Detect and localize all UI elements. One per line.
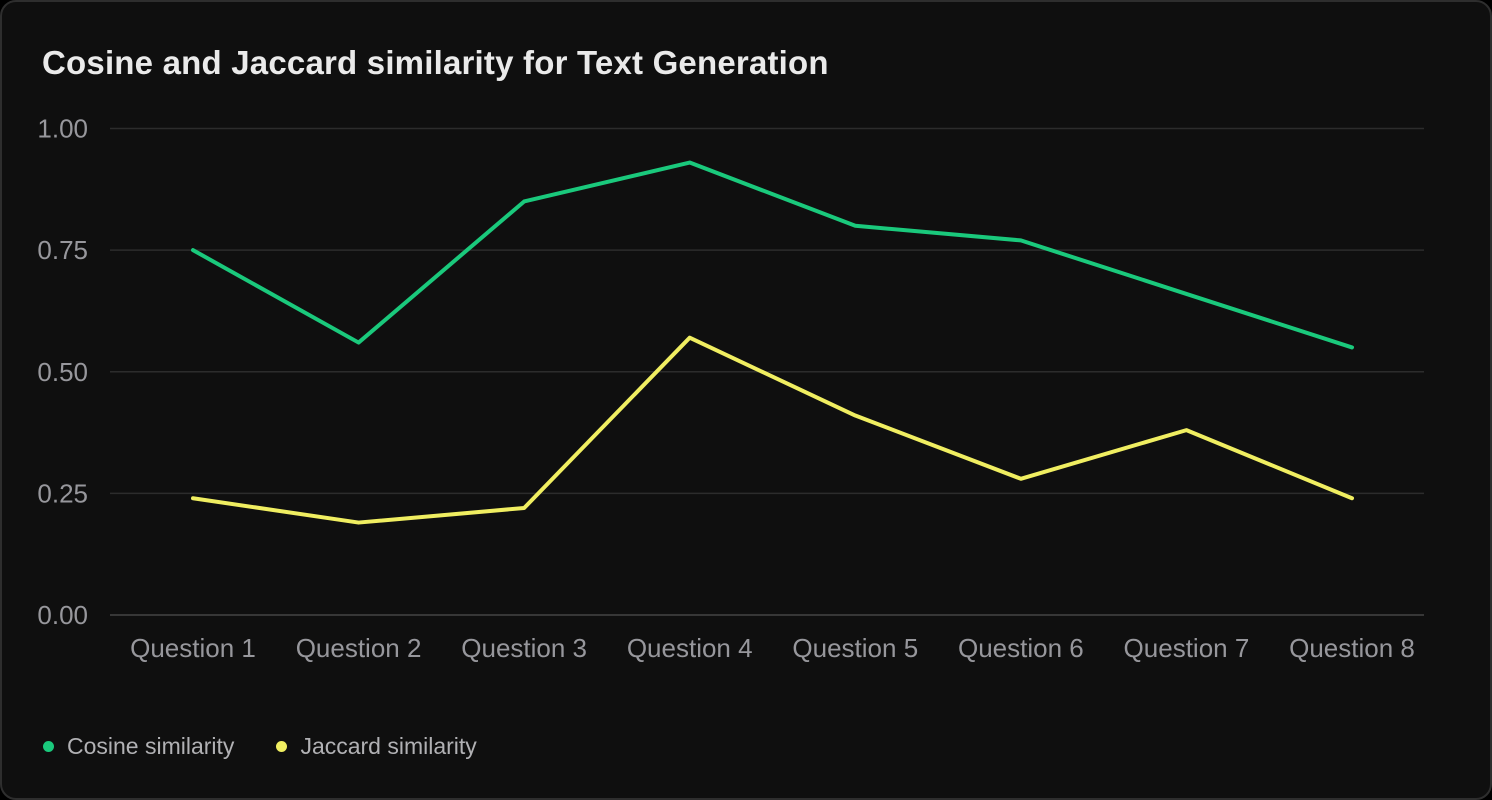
y-tick-label: 0.50 [37,357,88,387]
x-tick-label-question-5: Question 5 [792,633,918,663]
x-tick-label-question-1: Question 1 [130,633,256,663]
legend-dot-icon [276,741,288,752]
x-tick-label-question-6: Question 6 [958,633,1084,663]
x-tick-label-question-2: Question 2 [296,633,422,663]
x-tick-label-question-8: Question 8 [1289,633,1415,663]
legend-label: Cosine similarity [67,733,235,759]
y-tick-label: 0.75 [37,235,88,265]
legend-label: Jaccard similarity [300,733,477,759]
x-tick-label-question-4: Question 4 [627,633,753,663]
x-tick-label-question-7: Question 7 [1124,633,1250,663]
chart-legend: Cosine similarity Jaccard similarity [43,733,477,760]
legend-dot-icon [43,741,54,752]
legend-item-jaccard-similarity[interactable]: Jaccard similarity [276,733,477,760]
x-tick-label-question-3: Question 3 [461,633,587,663]
series-line-jaccard-similarity [191,335,1354,525]
series-line-cosine-similarity [191,160,1354,350]
y-tick-label: 0.00 [37,600,88,630]
chart-title: Cosine and Jaccard similarity for Text G… [42,44,829,81]
y-tick-label: 1.00 [37,114,88,144]
y-tick-label: 0.25 [37,478,88,508]
legend-item-cosine-similarity[interactable]: Cosine similarity [43,733,234,760]
